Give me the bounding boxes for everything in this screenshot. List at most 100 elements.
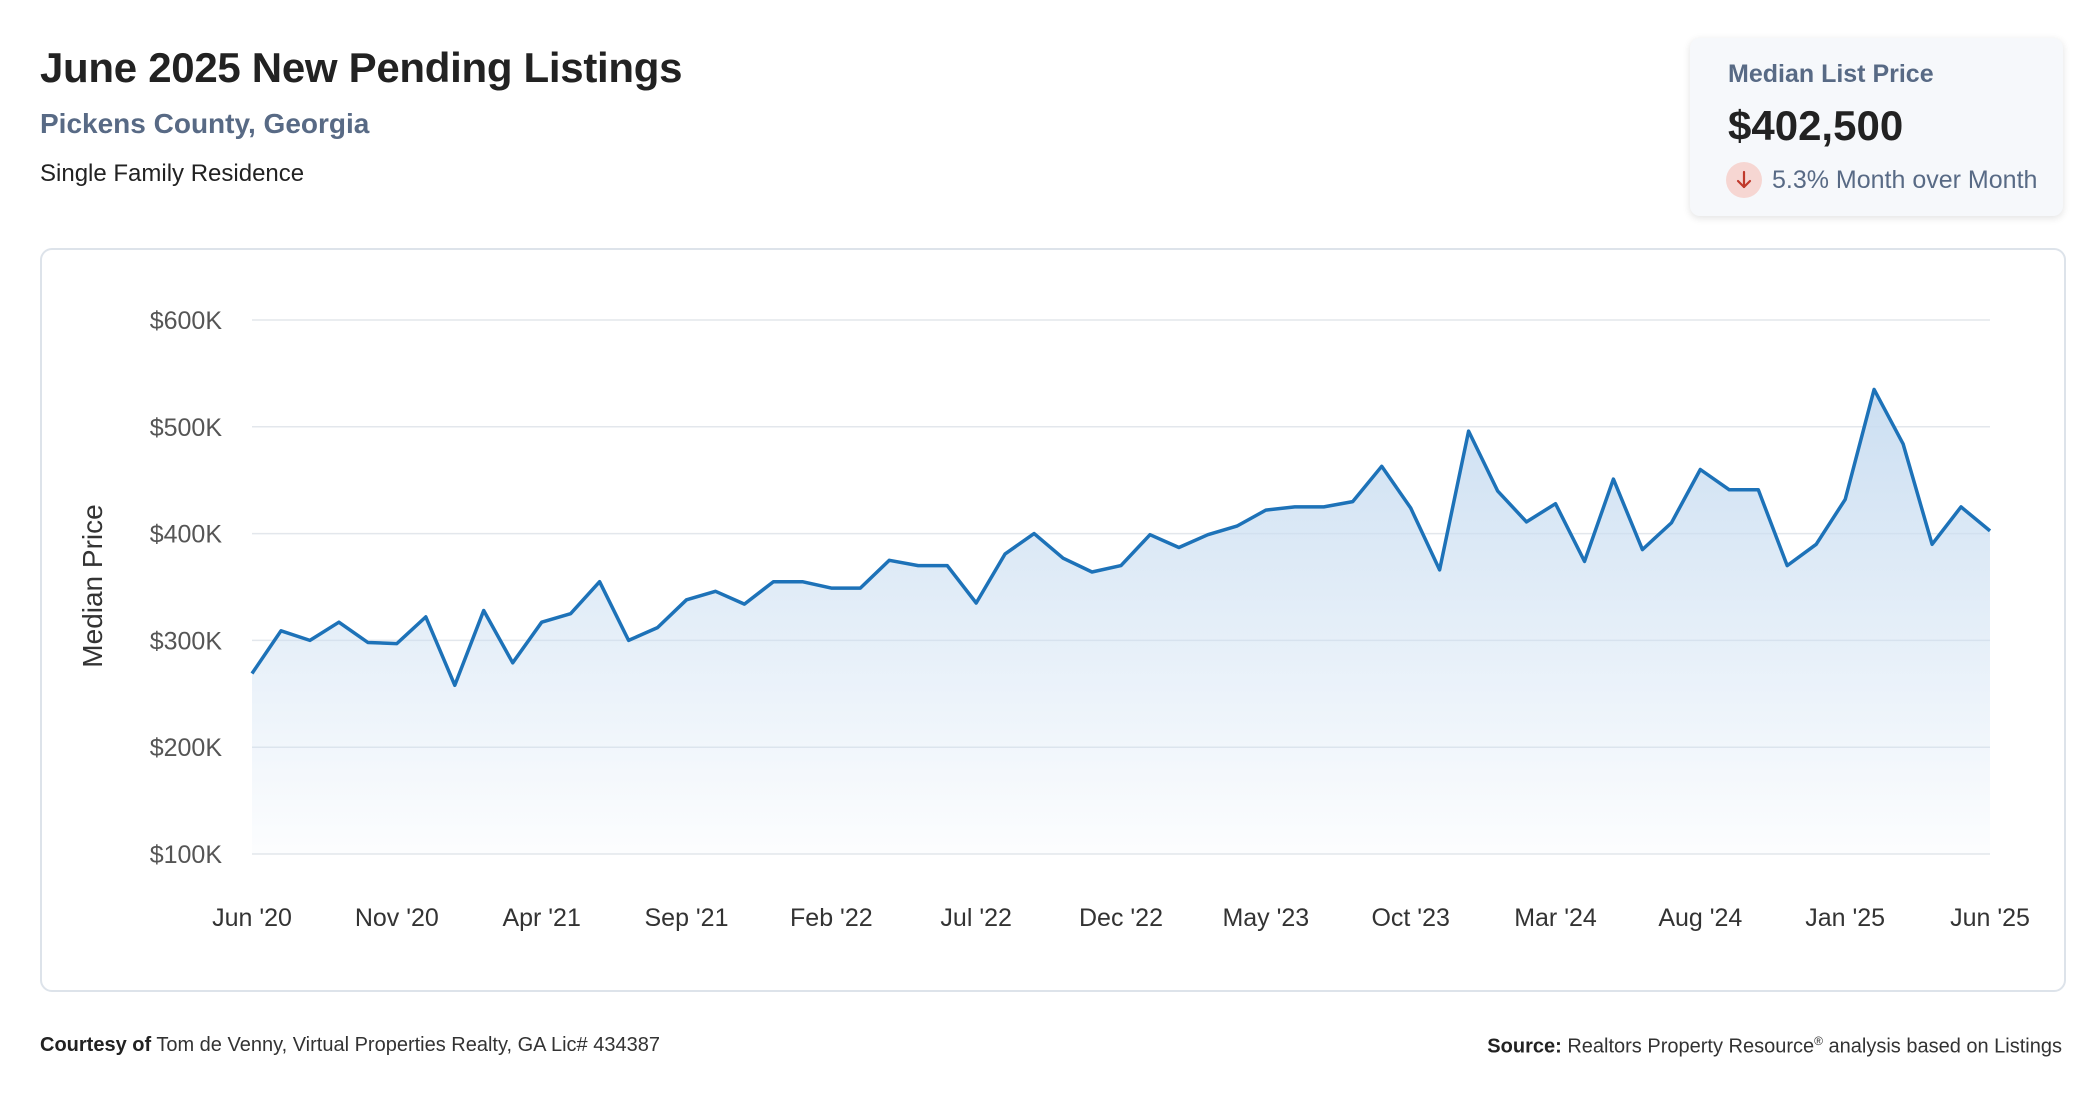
chart-container: $600K $500K $400K $300K $200K $100K Jun '20 No… (40, 248, 2066, 992)
data-point (770, 579, 776, 585)
data-point (539, 619, 545, 625)
courtesy-label: Courtesy of (40, 1034, 152, 1056)
y-tick-label: $300K (150, 627, 223, 655)
data-point (626, 637, 632, 643)
data-point (394, 641, 400, 647)
data-point (1900, 441, 1906, 447)
x-tick-label: Jun '20 (212, 904, 292, 932)
data-point (1147, 532, 1153, 538)
data-point (684, 597, 690, 603)
data-point (423, 614, 429, 620)
data-point (1466, 428, 1472, 434)
data-point (1031, 531, 1037, 537)
data-point (1842, 496, 1848, 502)
data-point (1118, 563, 1124, 569)
median-list-price-card: Median List Price $402,500 5.3% Month ov… (1690, 38, 2063, 216)
data-point (481, 607, 487, 613)
data-point (944, 563, 950, 569)
source-text: Realtors Property Resource (1567, 1035, 1815, 1058)
x-tick-label: Mar '24 (1514, 904, 1597, 932)
data-point (1726, 487, 1732, 493)
data-point (307, 637, 313, 643)
property-type: Single Family Residence (40, 160, 305, 187)
data-point (1755, 487, 1761, 493)
data-point (1089, 569, 1095, 575)
x-tick-label: Feb '22 (790, 904, 873, 932)
x-tick-label: Jun '25 (1950, 904, 2030, 932)
data-point (1350, 499, 1356, 505)
data-point (712, 588, 718, 594)
x-tick-label: Jul '22 (940, 904, 1011, 932)
data-point (336, 619, 342, 625)
data-point (249, 671, 255, 677)
stat-label: Median List Price (1728, 60, 1934, 88)
series-line (250, 387, 1992, 688)
data-point (1205, 532, 1211, 538)
data-point (973, 600, 979, 606)
data-point (1263, 507, 1269, 513)
data-point (886, 557, 892, 563)
x-tick-label: Sep '21 (644, 904, 728, 932)
y-axis-label: Median Price (77, 504, 108, 667)
courtesy-text: Tom de Venny, Virtual Properties Realty,… (156, 1034, 660, 1056)
y-tick-label: $600K (150, 307, 223, 335)
location-subtitle: Pickens County, Georgia (40, 108, 370, 139)
x-tick-label: Aug '24 (1658, 904, 1742, 932)
data-point (1871, 386, 1877, 392)
median-price-chart: $600K $500K $400K $300K $200K $100K Jun '20 No… (77, 307, 2030, 932)
data-point (1610, 476, 1616, 482)
x-tick-label: Oct '23 (1371, 904, 1449, 932)
data-point (1437, 567, 1443, 573)
data-point (1987, 528, 1993, 534)
data-point (1292, 504, 1298, 510)
data-point (828, 585, 834, 591)
data-point (1581, 558, 1587, 564)
data-point (597, 579, 603, 585)
data-point (741, 601, 747, 607)
data-point (1234, 523, 1240, 529)
stat-value: $402,500 (1728, 102, 1904, 149)
data-point (1929, 541, 1935, 547)
y-tick-label: $200K (150, 734, 223, 762)
stat-change: 5.3% Month over Month (1726, 162, 2037, 198)
registered-mark: ® (1814, 1034, 1823, 1048)
data-point (1060, 555, 1066, 561)
source-text-post: analysis based on Listings (1822, 1035, 2063, 1058)
y-tick-label: $100K (150, 841, 223, 869)
data-point (1002, 551, 1008, 557)
data-point (655, 625, 661, 631)
data-point (1408, 505, 1414, 511)
data-point (1553, 501, 1559, 507)
source-footer: Source: Realtors Property Resource® anal… (1487, 1034, 2062, 1059)
series-area (252, 389, 1990, 854)
data-point (1379, 463, 1385, 469)
x-tick-label: Jan '25 (1805, 904, 1885, 932)
data-point (1321, 504, 1327, 510)
x-tick-label: Dec '22 (1079, 904, 1163, 932)
data-point (1524, 519, 1530, 525)
data-point (915, 563, 921, 569)
data-point (1176, 544, 1182, 550)
data-point (1784, 563, 1790, 569)
data-point (1958, 504, 1964, 510)
courtesy-footer: Courtesy of Tom de Venny, Virtual Proper… (40, 1034, 660, 1057)
stat-change-text: 5.3% Month over Month (1772, 165, 2038, 194)
data-point (1668, 520, 1674, 526)
data-point (1697, 467, 1703, 473)
data-point (1495, 488, 1501, 494)
data-point (857, 585, 863, 591)
data-point (1813, 541, 1819, 547)
data-point (1639, 547, 1645, 553)
source-label: Source: (1487, 1035, 1562, 1058)
y-tick-label: $400K (150, 521, 223, 549)
y-tick-label: $500K (150, 414, 223, 442)
data-point (365, 640, 371, 646)
data-point (799, 579, 805, 585)
x-tick-label: Apr '21 (502, 904, 580, 932)
page-title: June 2025 New Pending Listings (40, 44, 683, 91)
arrow-down-icon (1726, 162, 1762, 198)
data-point (568, 611, 574, 617)
x-tick-label: May '23 (1222, 904, 1309, 932)
data-point (452, 682, 458, 688)
data-point (510, 660, 516, 666)
